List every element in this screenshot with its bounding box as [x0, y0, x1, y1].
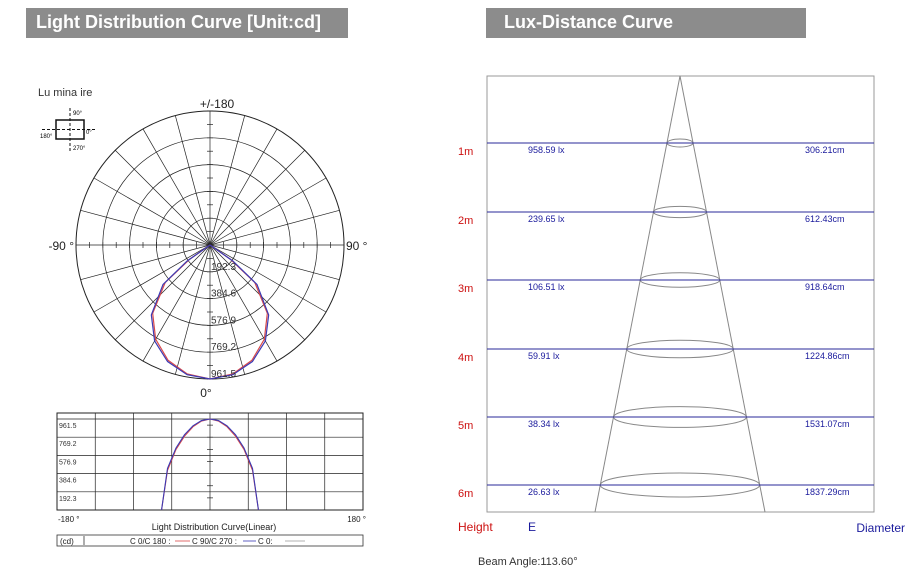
polar-spoke — [93, 177, 211, 246]
lux-row-height: 4m — [458, 352, 473, 364]
linear-series-c90-c270 — [161, 418, 259, 511]
polar-spoke — [209, 150, 305, 246]
diameter-header: Diameter — [856, 521, 905, 535]
lux-chart-frame — [486, 75, 875, 513]
polar-spoke — [209, 244, 327, 313]
legend-c0: C 0/C 180 : — [130, 537, 170, 546]
polar-ring-label: 769.2 — [211, 342, 236, 353]
polar-spoke — [209, 244, 246, 375]
lux-row-height: 3m — [458, 283, 473, 295]
polar-spoke — [209, 244, 340, 281]
cone-edge-right — [679, 75, 766, 513]
polar-label-top: +/-180 — [200, 97, 235, 111]
lux-distance-title: Lux-Distance Curve — [486, 8, 806, 38]
lux-row-diameter: 612.43cm — [805, 214, 845, 224]
polar-spoke — [115, 150, 211, 246]
cone-edge-left — [594, 75, 681, 513]
polar-spoke — [80, 244, 211, 281]
lux-row-lux: 38.34 lx — [528, 419, 560, 429]
polar-ring-label: 961.5 — [211, 369, 236, 380]
linear-legend: (cd) C 0/C 180 : C 90/C 270 : C 0: — [56, 534, 364, 547]
lux-row-height: 6m — [458, 488, 473, 500]
light-distribution-title: Light Distribution Curve [Unit:cd] — [26, 8, 348, 38]
polar-spoke — [93, 244, 211, 313]
lux-row-lux: 26.63 lx — [528, 487, 560, 497]
luminaire-label: Lu mina ire — [38, 87, 92, 99]
lux-row-height: 1m — [458, 146, 473, 158]
linear-x-left: -180 ° — [58, 515, 79, 524]
lux-row-diameter: 918.64cm — [805, 282, 845, 292]
icon-label-90: 90° — [73, 111, 83, 117]
lux-row-diameter: 1224.86cm — [805, 351, 850, 361]
lux-row-diameter: 306.21cm — [805, 145, 845, 155]
linear-y-tick-label: 961.5 — [59, 423, 77, 430]
polar-series — [150, 244, 270, 380]
polar-spoke — [209, 177, 327, 246]
polar-spoke — [80, 209, 211, 246]
lux-row-height: 2m — [458, 215, 473, 227]
beam-angle: Beam Angle:113.60° — [478, 556, 578, 568]
polar-ring-label: 576.9 — [211, 315, 236, 326]
polar-spoke — [174, 244, 211, 375]
legend-c0b: C 0: — [258, 537, 273, 546]
lux-cone — [594, 75, 766, 513]
height-header: Height — [458, 520, 493, 534]
linear-y-tick-label: 769.2 — [59, 441, 77, 448]
polar-label-right: 90 ° — [346, 239, 368, 253]
linear-y-tick-label: 384.6 — [59, 478, 77, 485]
e-header: E — [528, 520, 536, 534]
polar-spoke — [174, 115, 211, 246]
polar-label-bottom: 0° — [200, 386, 212, 400]
linear-tick-labels: 961.5 769.2 576.9 384.6 192.3 — [59, 423, 77, 503]
lux-row-lux: 106.51 lx — [528, 282, 565, 292]
polar-ring-label: 192.3 — [211, 262, 236, 273]
lux-row-lux: 59.91 lx — [528, 351, 560, 361]
polar-spoke — [115, 244, 211, 340]
lux-rows: 1m 958.59 lx 306.21cm 2m 239.65 lx 612.43cm 3m… — [458, 142, 874, 500]
luminaire-icon: 90° 180° 0° 270° — [40, 108, 96, 152]
polar-spoke — [209, 244, 305, 340]
linear-x-right: 180 ° — [347, 515, 366, 524]
polar-series-c90-c270 — [150, 244, 270, 380]
lux-row-lux: 958.59 lx — [528, 145, 565, 155]
polar-grid — [75, 110, 345, 380]
polar-ring-label: 384.6 — [211, 289, 236, 300]
lux-row-diameter: 1837.29cm — [805, 487, 850, 497]
polar-label-left: -90 ° — [49, 239, 75, 253]
polar-spoke — [142, 128, 211, 246]
lux-row-height: 5m — [458, 420, 473, 432]
linear-series — [161, 418, 259, 511]
icon-label-0: 0° — [86, 130, 92, 136]
polar-ring-labels: 192.3 384.6 576.9 769.2 961.5 — [211, 262, 236, 380]
icon-label-180: 180° — [40, 134, 53, 140]
legend-unit: (cd) — [60, 537, 74, 546]
legend-c90: C 90/C 270 : — [192, 537, 237, 546]
polar-spoke — [209, 209, 340, 246]
linear-caption: Light Distribution Curve(Linear) — [152, 522, 277, 532]
icon-label-270: 270° — [73, 146, 86, 152]
polar-spoke — [209, 115, 246, 246]
linear-grid — [56, 412, 364, 511]
linear-y-tick-label: 576.9 — [59, 459, 77, 466]
lux-row-diameter: 1531.07cm — [805, 419, 850, 429]
linear-y-tick-label: 192.3 — [59, 496, 77, 503]
polar-spoke — [142, 244, 211, 362]
polar-spoke — [209, 128, 278, 246]
polar-spoke — [209, 244, 278, 362]
lux-row-lux: 239.65 lx — [528, 214, 565, 224]
